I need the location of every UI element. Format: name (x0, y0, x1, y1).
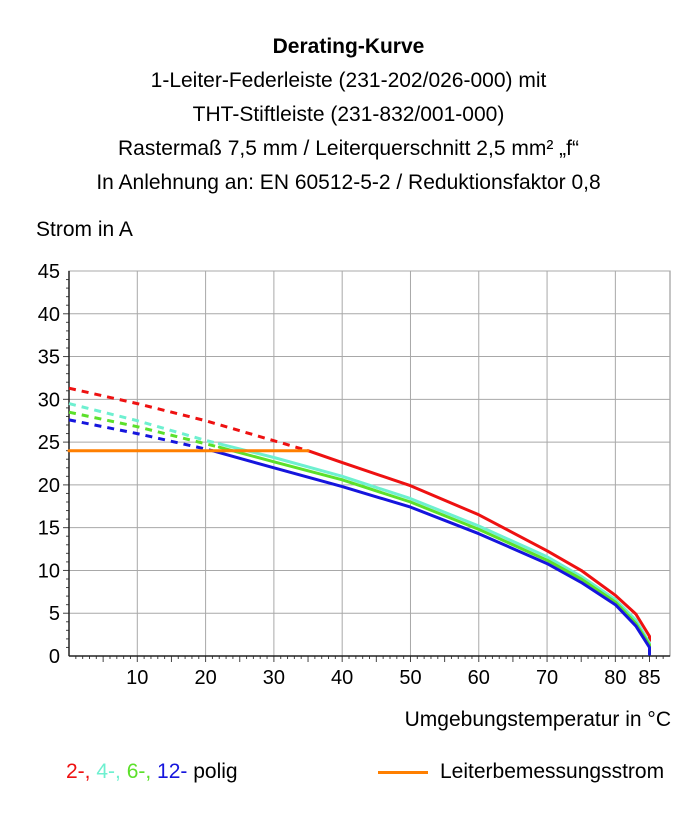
x-tick-label: 10 (126, 667, 148, 689)
series-2-dashed (68, 386, 309, 453)
x-tick-label: 20 (194, 667, 216, 689)
subtitle-line: 1-Leiter-Federleiste (231-202/026-000) m… (150, 69, 547, 92)
y-tick-label: 45 (38, 261, 60, 283)
legend-rated-current-label: Leiterbemessungsstrom (440, 760, 665, 783)
legend-poles-suffix: polig (187, 760, 238, 783)
legend-orange-swatch (378, 770, 428, 774)
legend-poles: 2-, 4-, 6-, 12- polig (66, 760, 238, 784)
legend-4-pole: 4-, (96, 760, 127, 783)
x-tick-label: 85 (638, 667, 660, 689)
x-tick-label: 80 (604, 667, 626, 689)
series-2-line (306, 449, 651, 643)
y-tick-label: 25 (38, 432, 60, 454)
subtitle-line: In Anlehnung an: EN 60512-5-2 / Reduktio… (96, 171, 601, 194)
legend-rated-current: Leiterbemessungsstrom (378, 760, 664, 784)
subtitle-line: THT-Stiftleiste (231-832/001-000) (192, 103, 505, 126)
legend-12-pole: 12- (157, 760, 188, 783)
y-tick-label: 30 (38, 389, 60, 411)
y-tick-label: 10 (38, 560, 60, 582)
x-axis-label: Umgebungstemperatur in °C (404, 708, 671, 731)
x-tick-label: 50 (399, 667, 421, 689)
plot-frame (68, 270, 671, 657)
legend-6-pole: 6-, (126, 760, 158, 783)
y-tick-label: 15 (38, 518, 60, 540)
y-axis-label: Strom in A (36, 218, 133, 241)
chart-title: Derating-Kurve 1-Leiter-Federleiste (231… (0, 30, 697, 200)
legend-2-pole: 2-, (66, 760, 97, 783)
x-tick-label: 70 (536, 667, 558, 689)
series-4-dashed (68, 402, 220, 446)
x-tick-label: 40 (331, 667, 353, 689)
title-line: Derating-Kurve (272, 35, 425, 58)
y-tick-label: 0 (49, 646, 60, 668)
x-tick-label: 30 (263, 667, 285, 689)
series-4-line (217, 442, 651, 651)
series-12-line (210, 449, 651, 656)
series-6-dashed (68, 410, 220, 449)
y-tick-label: 20 (38, 475, 60, 497)
series-6-line (217, 445, 651, 653)
y-tick-label: 5 (49, 603, 60, 625)
series-12-dashed (68, 418, 213, 453)
y-tick-label: 35 (38, 347, 60, 369)
subtitle-line: Rastermaß 7,5 mm / Leiterquerschnitt 2,5… (118, 137, 579, 160)
x-tick-label: 60 (468, 667, 490, 689)
y-tick-label: 40 (38, 304, 60, 326)
